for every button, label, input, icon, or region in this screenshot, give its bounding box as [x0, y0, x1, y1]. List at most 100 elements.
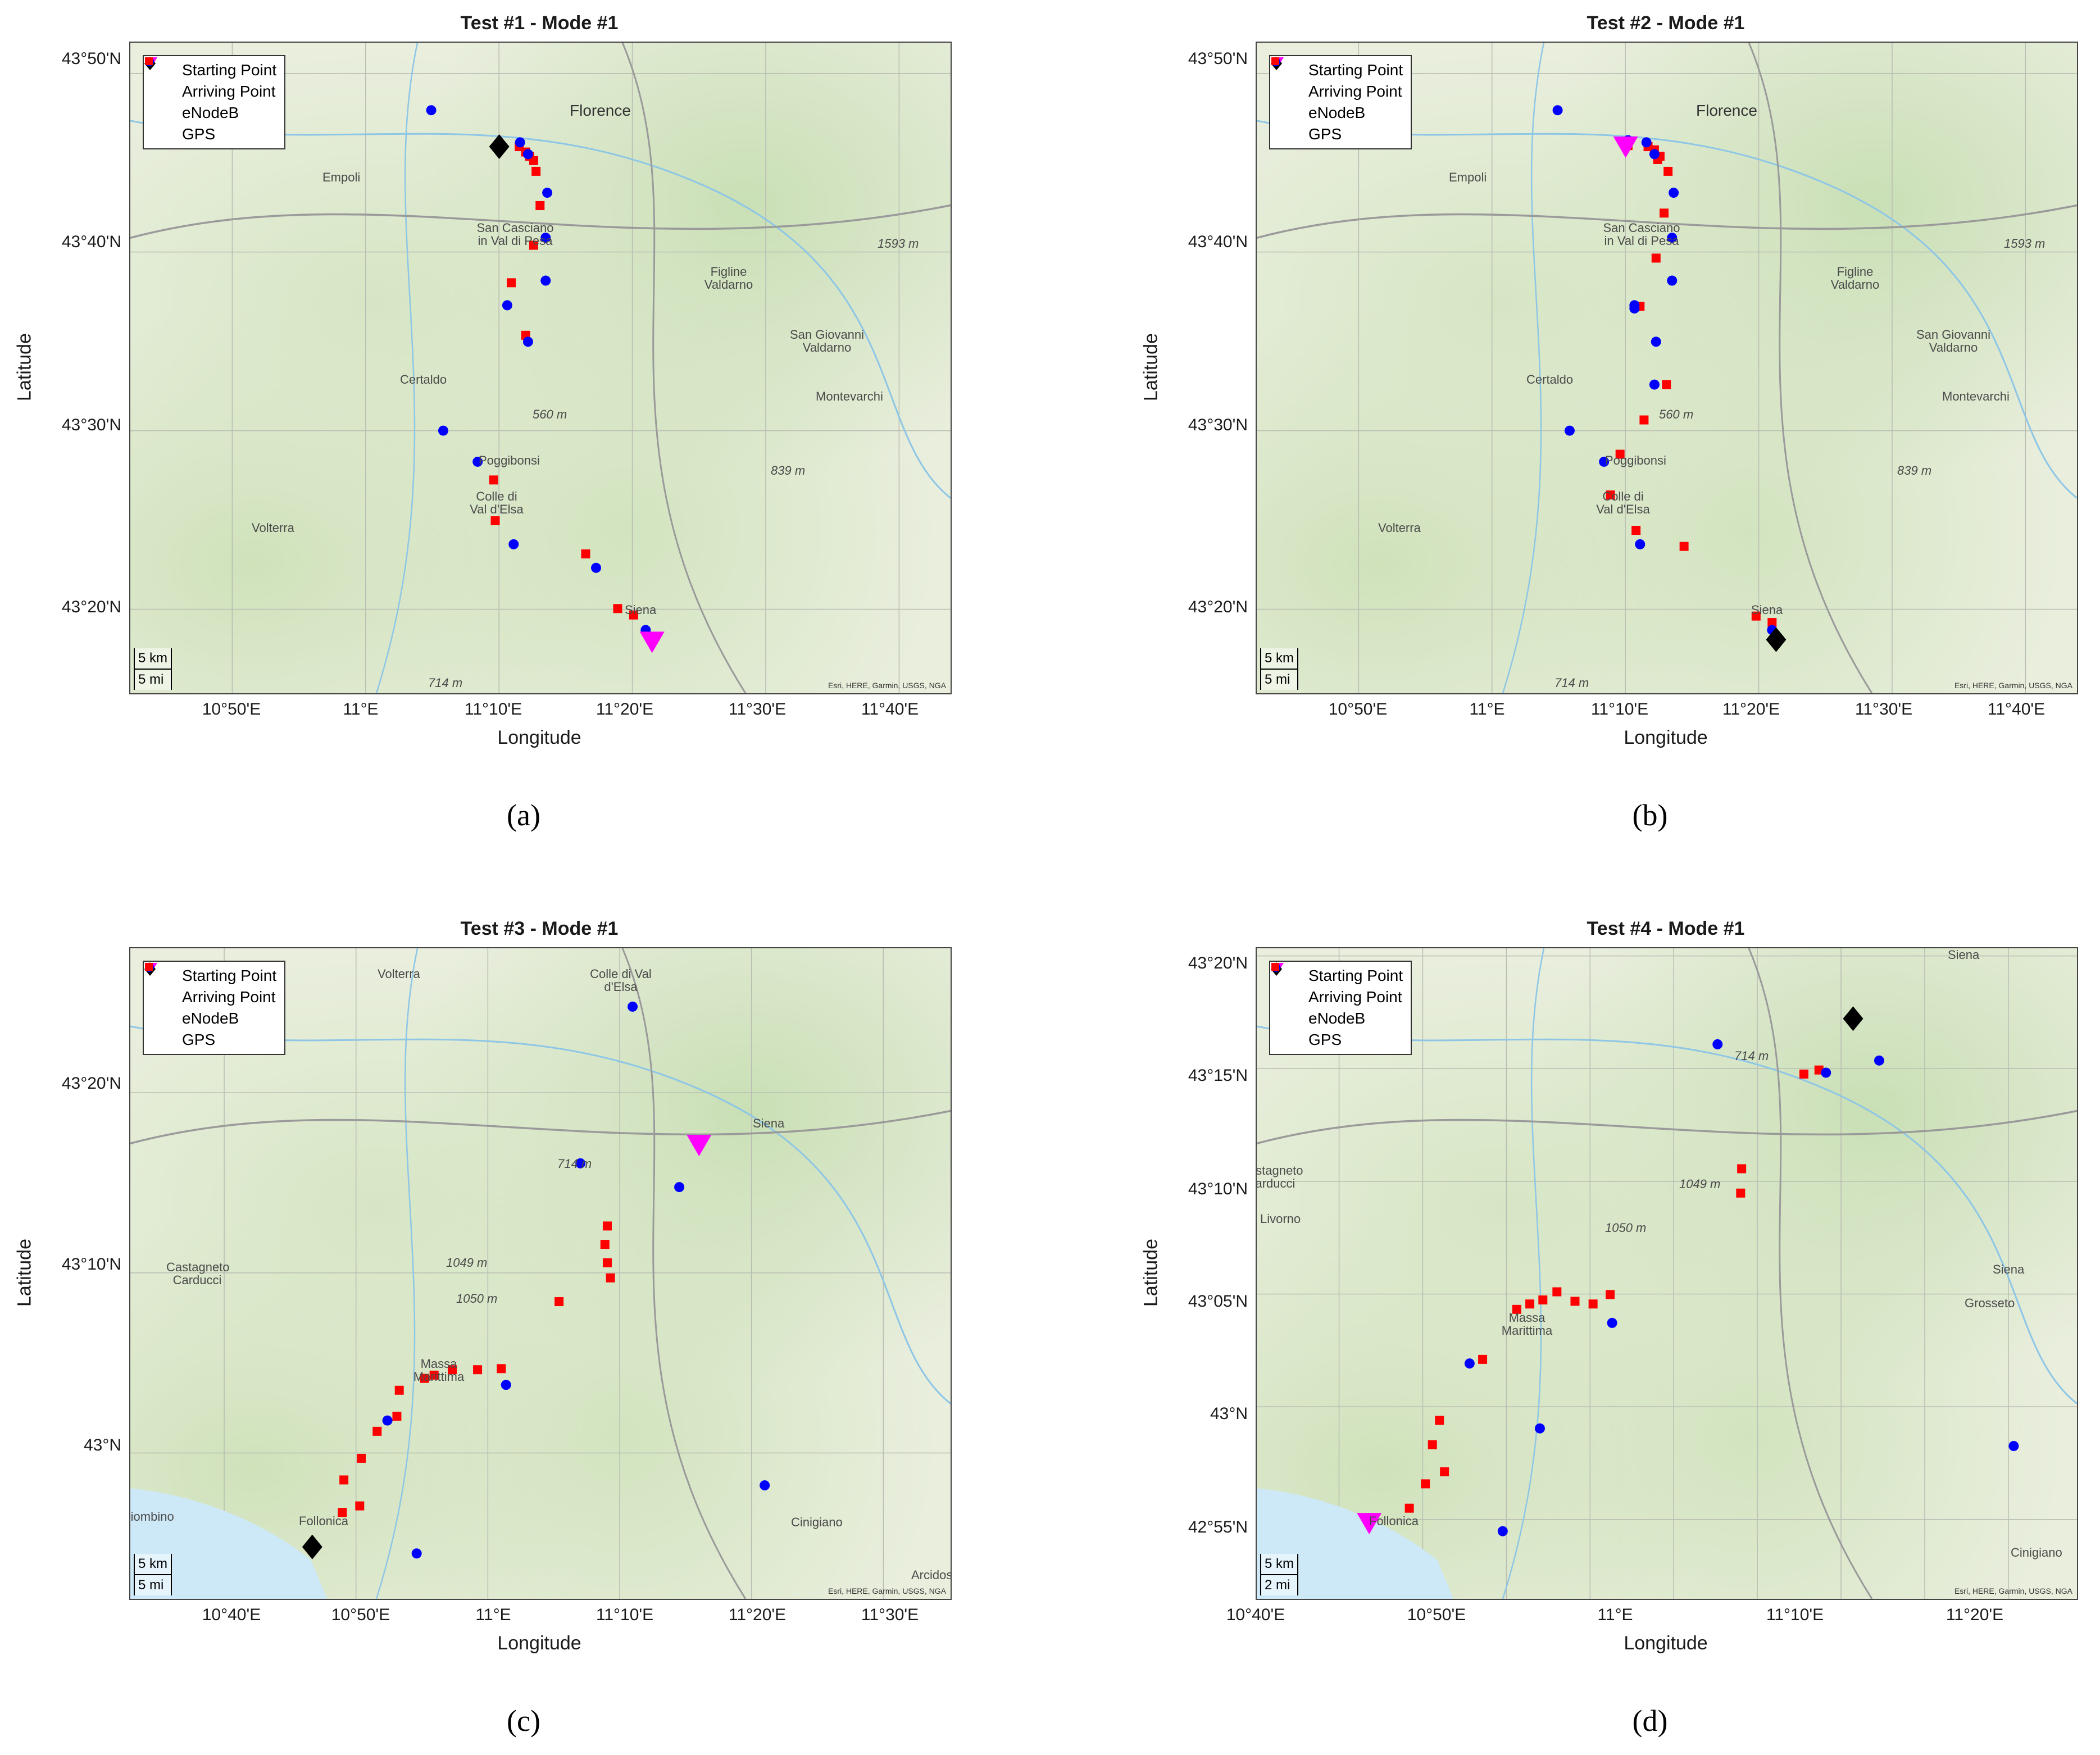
- y-tick-label: 43°20'N: [1188, 954, 1248, 972]
- elevation-label: 560 m: [533, 407, 567, 421]
- panel-a: Test #1 - Mode #1 Florence Empoli San Ca…: [0, 0, 1050, 878]
- gps-point: [355, 1501, 365, 1511]
- enodeb-point: [1712, 1039, 1723, 1049]
- river-line: [130, 1025, 951, 1404]
- place-label: Follonica: [1369, 1514, 1419, 1528]
- enodeb-point: [1821, 1067, 1831, 1078]
- gps-point: [1440, 1467, 1449, 1476]
- x-tick-label: 11°20'E: [1946, 1606, 2004, 1624]
- place-label: Livorno: [1260, 1212, 1301, 1226]
- road-line: [1257, 1110, 2077, 1145]
- gps-point: [1662, 380, 1671, 389]
- legend-item-gps: GPS: [1271, 963, 1403, 1051]
- arriving-point-marker: [302, 1534, 322, 1560]
- enodeb-point: [426, 105, 437, 116]
- graticule: [1257, 948, 2077, 1599]
- y-tick-label: 43°50'N: [1188, 49, 1248, 68]
- enodeb-point: [1667, 275, 1678, 286]
- map-area[interactable]: Colle di Val d'Elsa Volterra Siena Casta…: [129, 947, 952, 1600]
- legend-item-arrive: Arriving Point: [1271, 962, 1403, 1008]
- gps-point: [1651, 253, 1661, 263]
- sea-area: [1257, 1488, 1454, 1599]
- y-tick-label: 43°10'N: [61, 1255, 121, 1274]
- place-label: Volterra: [252, 521, 294, 535]
- map-canvas: [130, 43, 951, 693]
- enodeb-point: [502, 300, 512, 311]
- place-label: Poggibonsi: [1605, 453, 1666, 467]
- panel-c: Test #3 - Mode #1 Colle di Val d'Elsa Vo…: [0, 906, 1050, 1755]
- map-area[interactable]: Siena Castagneto Carducci Livorno Massa …: [1256, 947, 2078, 1600]
- legend-item-enodeb: eNodeB: [145, 963, 276, 1029]
- river-line: [1502, 948, 1545, 1599]
- x-tick-label: 11°40'E: [1987, 700, 2046, 719]
- place-label: San Casciano in Val di Pesa: [1603, 221, 1680, 248]
- gps-point: [581, 549, 590, 558]
- gps-point: [448, 1365, 457, 1375]
- map-area[interactable]: Florence Empoli San Casciano in Val di P…: [1256, 42, 2078, 694]
- legend-item-start: Starting Point: [1271, 57, 1403, 81]
- road-line: [130, 204, 951, 239]
- elevation-label: 714 m: [1554, 676, 1589, 690]
- map-canvas: [1257, 948, 2077, 1599]
- enodeb-point: [1667, 233, 1678, 243]
- gps-point: [1512, 1304, 1521, 1314]
- place-label: Siena: [625, 603, 657, 617]
- river-line: [375, 948, 419, 1599]
- legend-item-gps: GPS: [145, 57, 276, 145]
- road-line: [1748, 43, 1873, 693]
- road-line: [1257, 204, 2077, 239]
- x-tick-label: 11°E: [1469, 700, 1505, 719]
- place-label: Siena: [1948, 948, 1980, 962]
- y-tick-label: 43°30'N: [61, 416, 121, 434]
- legend-item-enodeb: eNodeB: [1271, 963, 1403, 1029]
- place-label: Figline Valdarno: [704, 265, 753, 292]
- gps-point: [1679, 542, 1689, 551]
- x-tick-label: 10°50'E: [1328, 700, 1388, 719]
- road-line: [1748, 948, 1873, 1599]
- scale-bar: 5 km 2 mi: [1260, 1554, 1299, 1595]
- gps-point: [600, 1240, 610, 1249]
- place-label: Colle di Val d'Elsa: [590, 967, 652, 994]
- gps-point: [1588, 1299, 1598, 1309]
- y-tick-label: 43°N: [1210, 1404, 1248, 1423]
- gps-point: [473, 1365, 483, 1375]
- scale-bar: 5 km 5 mi: [134, 648, 172, 690]
- x-tick-label: 11°20'E: [596, 700, 654, 719]
- road-line: [621, 948, 747, 1599]
- x-tick-label: 11°40'E: [861, 700, 919, 719]
- gps-point: [1478, 1354, 1488, 1364]
- elevation-label: 1049 m: [446, 1256, 488, 1270]
- enodeb-point: [542, 188, 553, 198]
- x-tick-label: 11°10'E: [596, 1606, 654, 1624]
- y-tick-label: 43°20'N: [61, 1074, 121, 1093]
- enodeb-point: [1874, 1055, 1884, 1066]
- enodeb-point: [1497, 1526, 1508, 1536]
- gps-point: [1525, 1299, 1535, 1309]
- arriving-point-marker: [1766, 627, 1787, 652]
- place-label: Poggibonsi: [479, 453, 540, 467]
- gps-point: [602, 1258, 612, 1267]
- enodeb-point: [628, 1001, 638, 1012]
- road-line: [130, 1110, 951, 1145]
- map-area[interactable]: Florence Empoli San Casciano in Val di P…: [129, 42, 952, 694]
- x-axis-label: Longitude: [497, 727, 581, 748]
- y-axis-label: Latitude: [13, 333, 35, 401]
- elevation-label: 839 m: [1897, 463, 1932, 478]
- elevation-label: 1593 m: [878, 237, 919, 251]
- enodeb-point: [575, 1158, 586, 1169]
- legend: Starting Point Arriving Point eNodeB GPS: [1269, 55, 1412, 149]
- place-label: Piombino: [130, 1510, 174, 1524]
- legend-item-gps: GPS: [1271, 57, 1403, 145]
- x-tick-label: 10°40'E: [202, 1606, 261, 1624]
- panel-caption: (a): [507, 798, 540, 832]
- legend-item-arrive: Arriving Point: [144, 962, 276, 1008]
- x-tick-label: 11°20'E: [728, 1606, 787, 1624]
- gps-point: [1606, 490, 1615, 500]
- gps-point: [1799, 1069, 1808, 1079]
- enodeb-point: [540, 233, 551, 243]
- legend-item-arrive: Arriving Point: [144, 57, 276, 102]
- map-attribution: Esri, HERE, Garmin, USGS, NGA: [828, 1586, 946, 1595]
- y-axis-label: Latitude: [1140, 1239, 1162, 1307]
- gps-point: [529, 156, 538, 165]
- gps-point: [338, 1508, 347, 1517]
